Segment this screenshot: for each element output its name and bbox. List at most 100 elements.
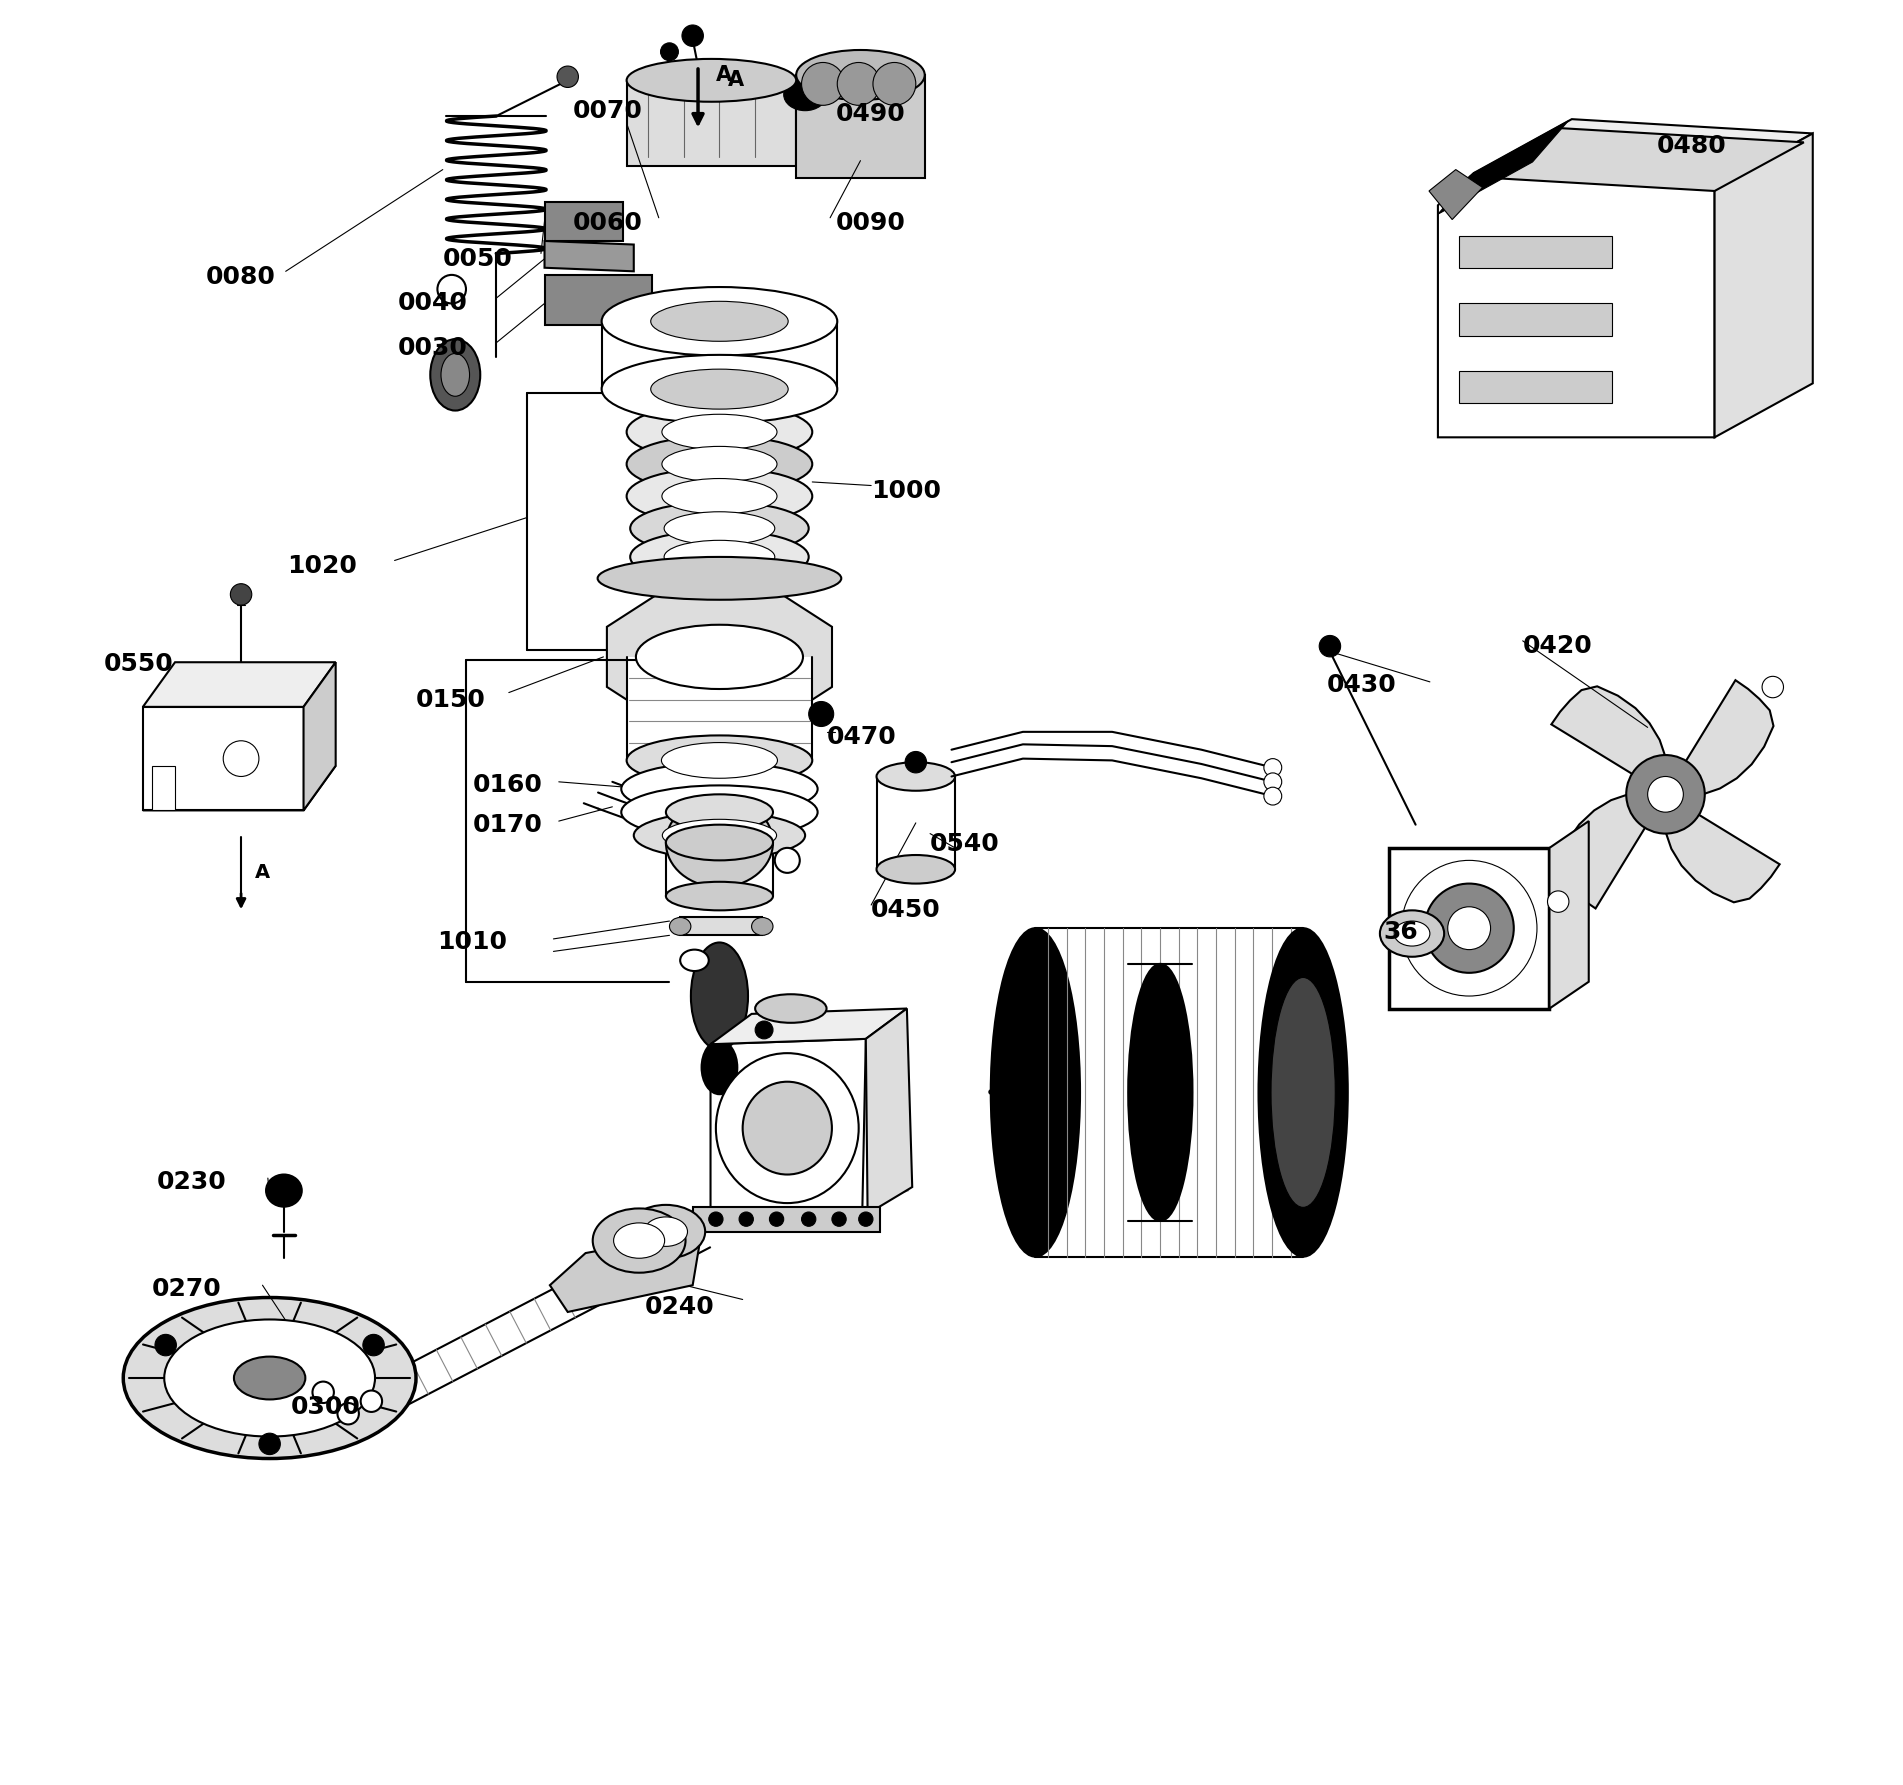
Ellipse shape bbox=[620, 762, 818, 816]
Polygon shape bbox=[1429, 170, 1482, 220]
Ellipse shape bbox=[752, 917, 773, 935]
Bar bbox=[795, 75, 925, 178]
Ellipse shape bbox=[630, 530, 809, 584]
Circle shape bbox=[1547, 891, 1568, 912]
Bar bbox=[679, 917, 763, 935]
Ellipse shape bbox=[651, 369, 788, 409]
Polygon shape bbox=[143, 707, 304, 810]
Circle shape bbox=[906, 751, 927, 773]
Circle shape bbox=[681, 25, 704, 46]
Circle shape bbox=[312, 1382, 333, 1403]
Ellipse shape bbox=[441, 353, 470, 396]
Circle shape bbox=[154, 1335, 177, 1357]
Ellipse shape bbox=[662, 478, 776, 514]
Circle shape bbox=[230, 584, 251, 605]
Ellipse shape bbox=[662, 743, 778, 778]
Ellipse shape bbox=[784, 79, 826, 111]
Text: 0240: 0240 bbox=[645, 1294, 714, 1319]
Ellipse shape bbox=[430, 339, 480, 411]
Text: 0540: 0540 bbox=[931, 832, 999, 857]
Text: 0050: 0050 bbox=[443, 246, 512, 271]
Text: 0490: 0490 bbox=[835, 102, 906, 127]
Text: A: A bbox=[729, 70, 744, 91]
Ellipse shape bbox=[601, 287, 837, 355]
Ellipse shape bbox=[645, 1217, 687, 1246]
Text: 0420: 0420 bbox=[1522, 634, 1593, 659]
Text: 0550: 0550 bbox=[103, 652, 173, 677]
Text: 36: 36 bbox=[1383, 919, 1418, 944]
Circle shape bbox=[832, 1212, 847, 1226]
Ellipse shape bbox=[991, 928, 1081, 1257]
Bar bbox=[626, 657, 813, 760]
Ellipse shape bbox=[626, 59, 795, 102]
Circle shape bbox=[660, 43, 677, 61]
Circle shape bbox=[769, 1212, 784, 1226]
Circle shape bbox=[1425, 884, 1513, 973]
Ellipse shape bbox=[662, 819, 776, 851]
Text: 0170: 0170 bbox=[474, 812, 542, 837]
Ellipse shape bbox=[601, 355, 837, 423]
Polygon shape bbox=[1473, 120, 1814, 187]
Ellipse shape bbox=[716, 1053, 858, 1203]
Circle shape bbox=[1319, 635, 1340, 657]
Circle shape bbox=[858, 1212, 873, 1226]
Bar bbox=[1389, 848, 1549, 1009]
Circle shape bbox=[1264, 773, 1283, 791]
Text: 1000: 1000 bbox=[872, 478, 942, 503]
Text: 0080: 0080 bbox=[206, 264, 276, 289]
Ellipse shape bbox=[1128, 964, 1193, 1221]
Ellipse shape bbox=[755, 994, 826, 1023]
Bar bbox=[693, 1207, 879, 1232]
Polygon shape bbox=[1469, 129, 1804, 191]
Ellipse shape bbox=[620, 785, 818, 839]
Ellipse shape bbox=[613, 1223, 664, 1258]
Ellipse shape bbox=[877, 855, 955, 884]
Ellipse shape bbox=[630, 502, 809, 555]
Ellipse shape bbox=[1271, 978, 1336, 1207]
Ellipse shape bbox=[664, 512, 775, 544]
Ellipse shape bbox=[266, 1175, 303, 1207]
Circle shape bbox=[1627, 755, 1705, 834]
Ellipse shape bbox=[626, 403, 813, 461]
Ellipse shape bbox=[1395, 921, 1429, 946]
Ellipse shape bbox=[626, 468, 813, 525]
Circle shape bbox=[362, 1391, 383, 1412]
Ellipse shape bbox=[662, 414, 776, 450]
Ellipse shape bbox=[164, 1319, 375, 1437]
Text: 0470: 0470 bbox=[826, 725, 896, 750]
Ellipse shape bbox=[634, 812, 805, 859]
Text: 0230: 0230 bbox=[158, 1169, 226, 1194]
Circle shape bbox=[775, 848, 799, 873]
Bar bbox=[1460, 236, 1612, 268]
Polygon shape bbox=[1557, 793, 1665, 909]
Text: 0160: 0160 bbox=[474, 773, 542, 798]
Ellipse shape bbox=[626, 436, 813, 493]
Polygon shape bbox=[1439, 161, 1715, 437]
Text: 0070: 0070 bbox=[573, 98, 643, 123]
Text: 0040: 0040 bbox=[398, 291, 468, 316]
Polygon shape bbox=[152, 766, 175, 810]
Polygon shape bbox=[1439, 121, 1568, 214]
Text: 0150: 0150 bbox=[417, 687, 485, 712]
Text: 1020: 1020 bbox=[287, 553, 358, 578]
Ellipse shape bbox=[662, 446, 776, 482]
Polygon shape bbox=[550, 1232, 702, 1312]
Circle shape bbox=[1264, 787, 1283, 805]
Polygon shape bbox=[1551, 685, 1667, 794]
Ellipse shape bbox=[592, 1208, 685, 1273]
Text: 0060: 0060 bbox=[573, 211, 643, 236]
Circle shape bbox=[337, 1403, 360, 1424]
Polygon shape bbox=[1663, 794, 1779, 903]
Circle shape bbox=[755, 1021, 773, 1039]
Polygon shape bbox=[710, 1009, 908, 1044]
Polygon shape bbox=[143, 662, 335, 707]
Circle shape bbox=[1648, 776, 1684, 812]
Text: A: A bbox=[716, 64, 733, 86]
Polygon shape bbox=[143, 766, 335, 810]
Text: 0270: 0270 bbox=[152, 1276, 221, 1301]
Bar bbox=[626, 80, 795, 166]
Circle shape bbox=[801, 1212, 816, 1226]
Text: 0300: 0300 bbox=[291, 1394, 362, 1419]
Ellipse shape bbox=[626, 1205, 706, 1258]
Ellipse shape bbox=[1380, 910, 1444, 957]
